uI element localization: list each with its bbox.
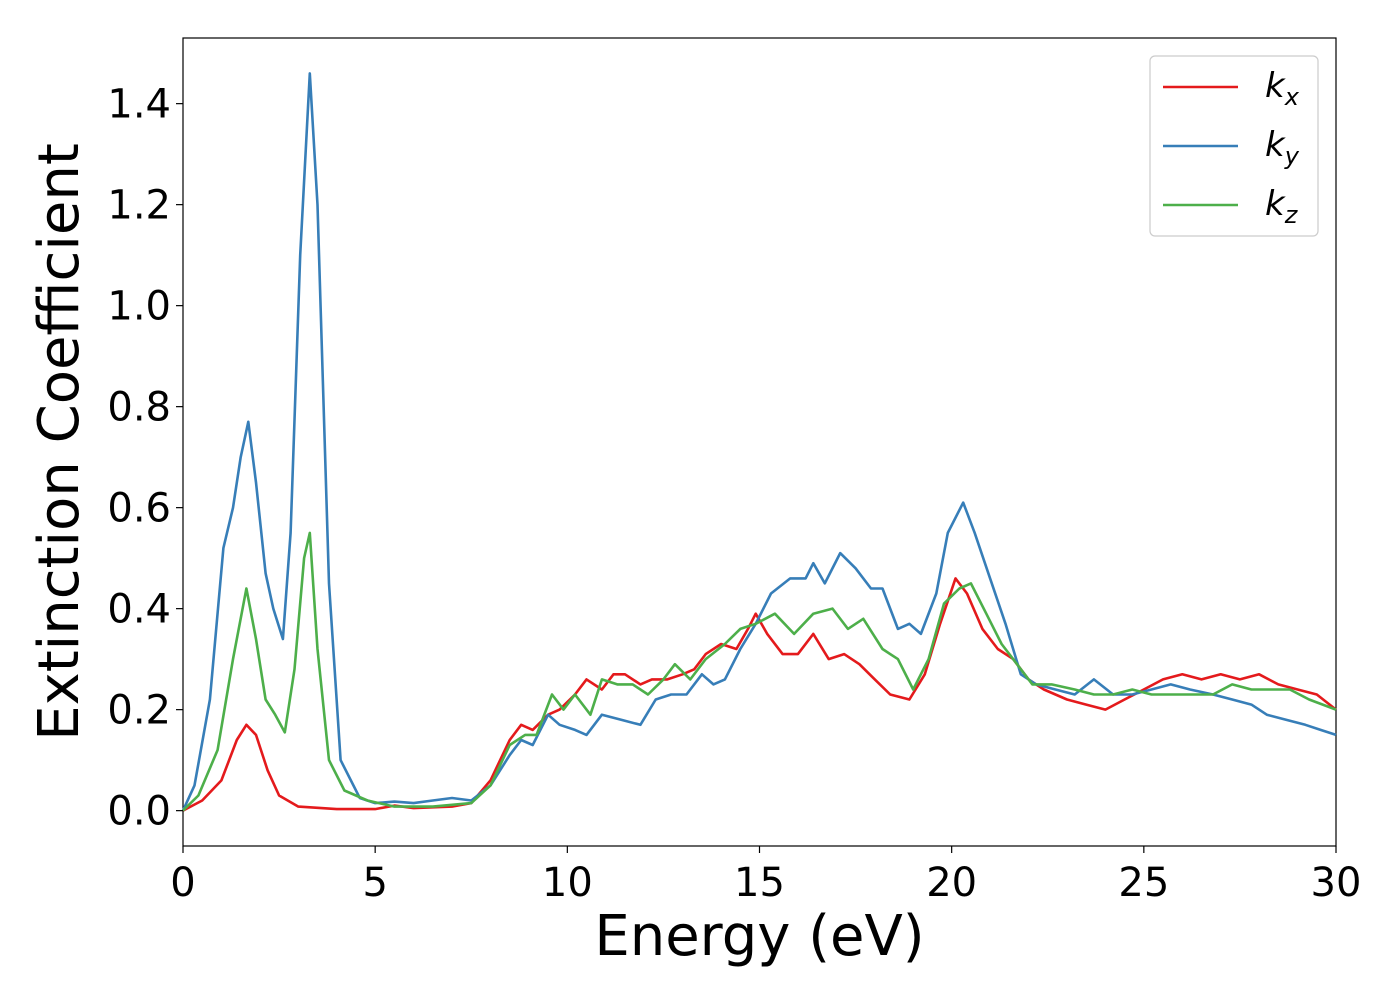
legend-items: kx ky kz [1163, 66, 1300, 229]
y-tick-label-0.4: 0.4 [107, 587, 171, 633]
y-tick-label-0.6: 0.6 [107, 486, 171, 532]
y-axis: 0.0 0.2 0.4 0.6 0.8 1.0 1.2 1.4 [107, 82, 183, 835]
x-tick-label-10: 10 [542, 860, 593, 906]
x-tick-label-15: 15 [734, 860, 785, 906]
y-tick-label-1.0: 1.0 [107, 284, 171, 330]
legend-label-kx: kx [1265, 66, 1300, 111]
series-line-ky [181, 72, 1337, 812]
y-axis-label: Extinction Coefficient [27, 143, 92, 741]
legend-label-ky: ky [1265, 125, 1300, 170]
legend: kx ky kz [1149, 55, 1319, 237]
x-tick-label-0: 0 [170, 860, 195, 906]
x-tick-label-25: 25 [1118, 860, 1169, 906]
y-tick-label-0.0: 0.0 [107, 789, 171, 835]
y-tick-label-1.4: 1.4 [107, 82, 171, 128]
legend-label-kz: kz [1265, 184, 1299, 229]
x-axis: 0 5 10 15 20 25 30 [170, 846, 1361, 906]
y-tick-label-0.8: 0.8 [107, 385, 171, 431]
series-line-kz [182, 531, 1337, 812]
x-axis-label: Energy (eV) [594, 904, 924, 969]
x-tick-label-30: 30 [1311, 860, 1362, 906]
x-tick-label-20: 20 [926, 860, 977, 906]
y-tick-label-1.2: 1.2 [107, 183, 171, 229]
x-tick-label-5: 5 [362, 860, 387, 906]
series-layer [181, 72, 1337, 812]
y-tick-label-0.2: 0.2 [107, 688, 171, 734]
